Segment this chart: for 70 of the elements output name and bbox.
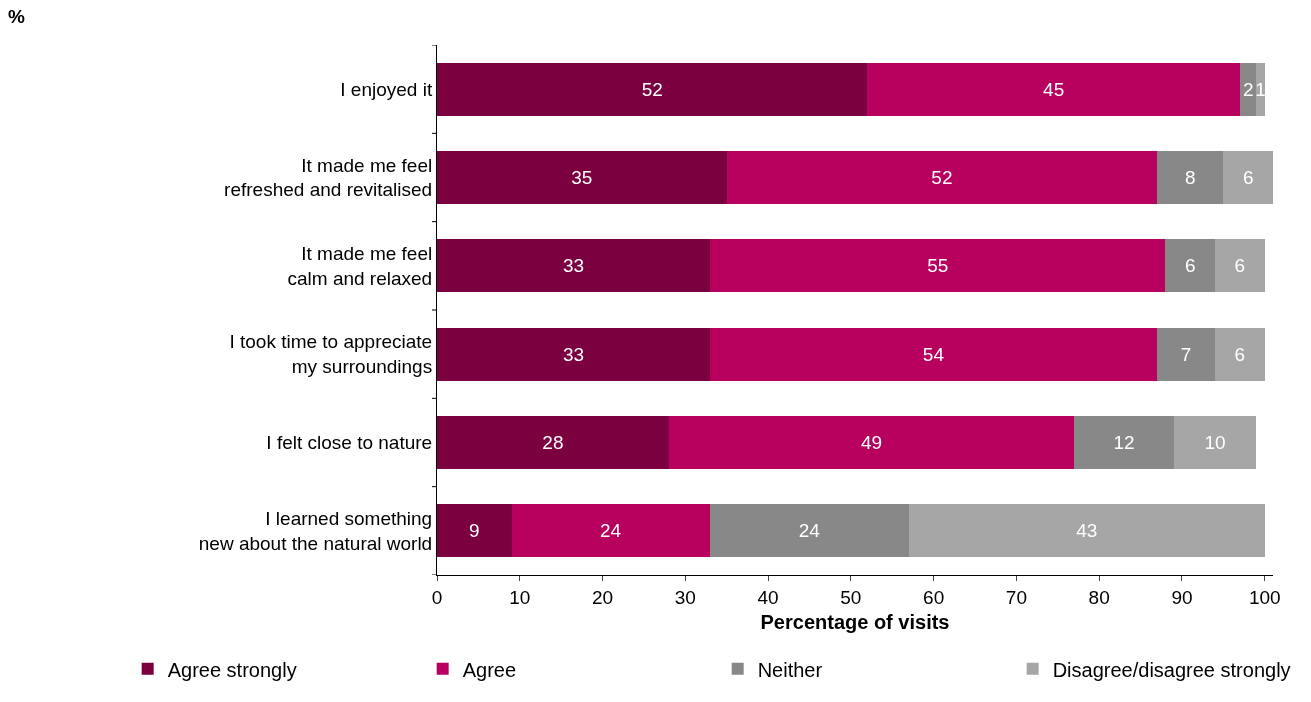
bar — [1223, 151, 1273, 204]
x-tick-label: 30 — [674, 586, 696, 608]
data-label: 6 — [1242, 167, 1254, 188]
bar — [437, 327, 711, 381]
data-label: 55 — [927, 255, 949, 277]
x-axis-title: Percentage of visits — [760, 611, 950, 634]
data-label: 2 — [1242, 78, 1254, 100]
legend-label: Disagree/disagree strongly — [1052, 658, 1291, 681]
bar — [710, 504, 909, 558]
data-label: 33 — [563, 343, 585, 365]
data-label: 6 — [1234, 255, 1246, 277]
x-tick-label: 0 — [431, 586, 443, 608]
bar — [668, 416, 1075, 469]
bar — [710, 327, 1158, 381]
data-label: 45 — [1043, 78, 1065, 100]
data-label: 43 — [1076, 520, 1098, 542]
bar — [437, 239, 711, 293]
bar — [1215, 239, 1265, 293]
bar — [908, 504, 1265, 558]
data-label: 28 — [542, 432, 564, 453]
data-label: 52 — [641, 78, 663, 100]
x-tick-label: 50 — [840, 586, 862, 608]
bar — [1157, 327, 1216, 381]
data-label: 52 — [931, 167, 953, 188]
x-tick-label: 60 — [923, 586, 945, 608]
data-label: 6 — [1184, 255, 1196, 277]
bar — [1074, 416, 1174, 469]
data-label: 8 — [1184, 167, 1196, 188]
data-label: 33 — [563, 255, 585, 277]
bar — [437, 151, 727, 204]
data-label: 35 — [571, 167, 593, 188]
x-tick-label: 20 — [591, 586, 614, 608]
bar — [1215, 327, 1265, 381]
y-tick-label: I learned something new about the natural world — [198, 508, 433, 554]
bar — [1165, 239, 1216, 293]
bar — [437, 62, 868, 116]
x-tick-label: 80 — [1088, 586, 1110, 608]
legend-label: Neither — [757, 658, 823, 681]
bar — [710, 239, 1166, 293]
data-label: 9 — [468, 520, 480, 542]
y-tick-label: I took time to appreciate my surroundings — [229, 331, 433, 378]
text: % — [8, 6, 25, 27]
data-label: 24 — [798, 520, 821, 542]
bar — [1173, 416, 1257, 469]
bar — [437, 504, 512, 558]
bar — [437, 416, 669, 469]
y-tick-label: I enjoyed it — [340, 78, 433, 100]
x-tick-label: 10 — [509, 586, 531, 608]
legend-label: Agree — [462, 658, 517, 681]
y-tick-label: It made me feel calm and relaxed — [287, 243, 433, 289]
data-label: 7 — [1180, 343, 1192, 365]
y-tick-label: I felt close to nature — [266, 432, 433, 454]
legend-label: Agree strongly — [167, 658, 297, 681]
bar — [726, 151, 1158, 204]
x-tick-label: 70 — [1005, 586, 1027, 608]
x-tick-label: 90 — [1171, 586, 1193, 608]
x-tick-label: 100 — [1248, 586, 1281, 608]
data-label: 10 — [1204, 432, 1226, 453]
data-label: 6 — [1234, 343, 1246, 365]
data-label: 24 — [600, 520, 622, 542]
data-label: 12 — [1113, 432, 1135, 453]
data-label: 49 — [860, 432, 883, 453]
y-tick-label: It made me feel refreshed and revitalised — [224, 154, 433, 201]
data-label: 1 — [1255, 78, 1266, 100]
x-tick-label: 40 — [757, 586, 779, 608]
bar — [1157, 151, 1224, 204]
bar — [1256, 62, 1265, 116]
bar — [867, 62, 1240, 116]
bar — [511, 504, 711, 558]
data-label: 54 — [922, 343, 945, 365]
